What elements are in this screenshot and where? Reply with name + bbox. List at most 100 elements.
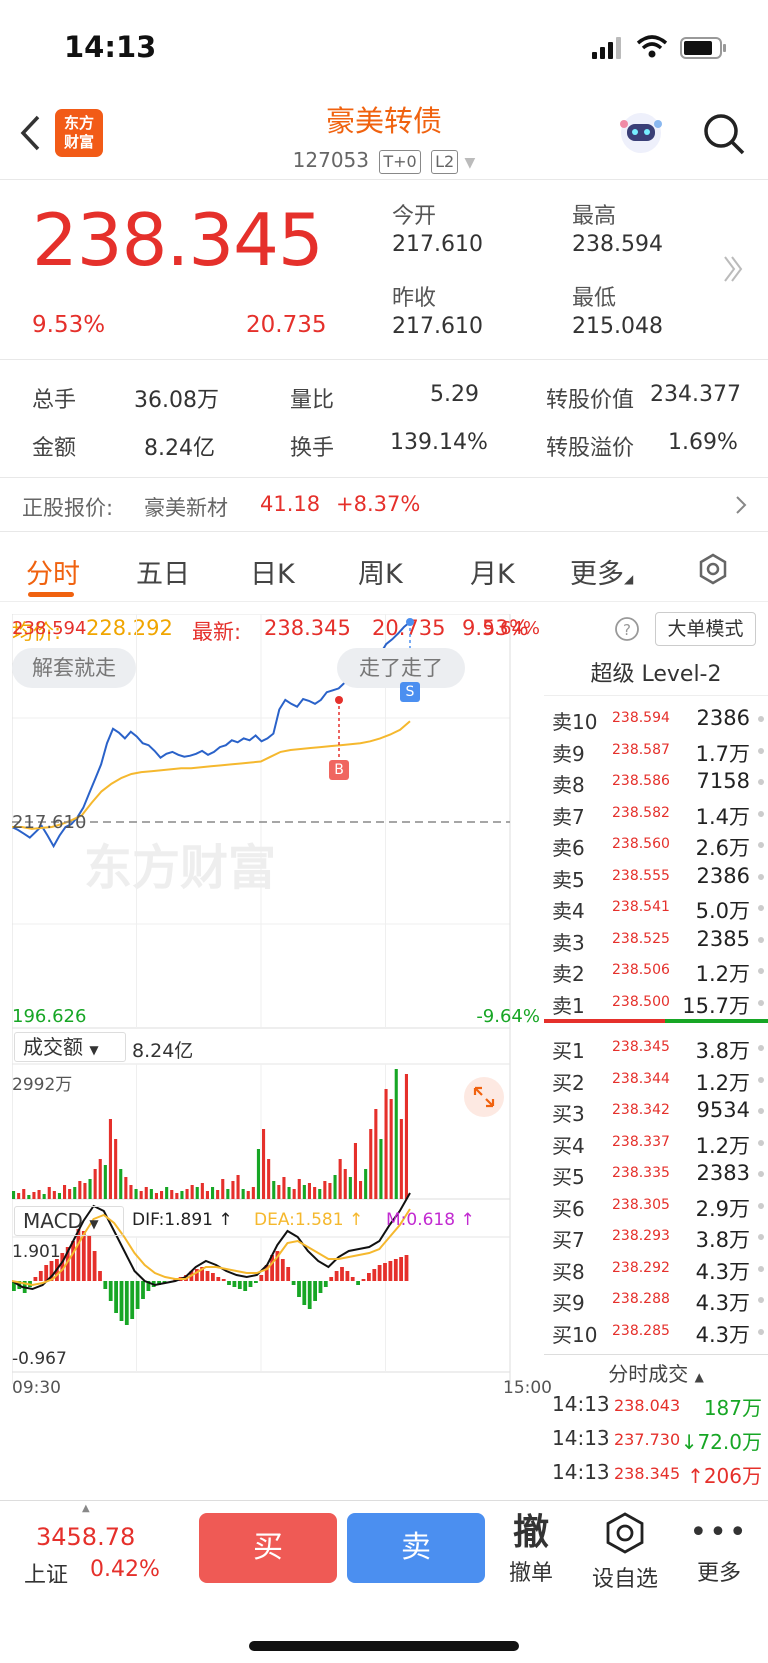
bid-row[interactable]: 买3 238.342 9534 <box>544 1094 768 1126</box>
tab-more[interactable]: 更多◢ <box>570 559 634 590</box>
volume-bar <box>57 1193 61 1199</box>
large-order-mode-button[interactable]: 大单模式 <box>655 612 756 646</box>
ask-price: 238.587 <box>612 741 670 758</box>
macd-bar <box>81 1231 86 1281</box>
comment-bubble-1[interactable]: 解套就走 <box>12 648 136 688</box>
dot-icon <box>758 936 764 943</box>
macd-bar <box>44 1265 49 1281</box>
search-icon[interactable] <box>702 112 746 156</box>
level2-title: 超级 Level-2 <box>544 654 768 696</box>
open-value: 217.610 <box>392 232 483 257</box>
trades-title[interactable]: 分时成交 ▲ <box>608 1362 704 1386</box>
tab-weekly-k[interactable]: 周K <box>358 559 403 590</box>
ask-row[interactable]: 卖7 238.582 1.4万 <box>544 797 768 829</box>
macd-bar <box>286 1267 291 1281</box>
volume-bar <box>379 1139 383 1199</box>
ask-row[interactable]: 卖6 238.560 2.6万 <box>544 828 768 860</box>
bid-row[interactable]: 买8 238.292 4.3万 <box>544 1252 768 1284</box>
bid-row[interactable]: 买5 238.335 2383 <box>544 1157 768 1189</box>
macd-bar <box>297 1281 301 1297</box>
more-button[interactable]: ••• 更多 <box>679 1511 759 1587</box>
underlying-stock-row[interactable]: 正股报价: 豪美新材 41.18 +8.37% <box>0 478 768 532</box>
comment-bubble-2[interactable]: 走了走了 <box>337 648 465 688</box>
bid-row[interactable]: 买2 238.344 1.2万 <box>544 1063 768 1095</box>
volume-ratio-label: 量比 <box>290 388 335 413</box>
wifi-icon <box>636 35 668 58</box>
ask-row[interactable]: 卖2 238.506 1.2万 <box>544 954 768 986</box>
tab-five-day[interactable]: 五日 <box>136 559 190 590</box>
macd-bar <box>399 1257 403 1281</box>
dot-icon <box>758 1234 764 1240</box>
help-icon[interactable]: ? <box>614 616 640 642</box>
ask-row[interactable]: 卖4 238.541 5.0万 <box>544 891 768 923</box>
index-value[interactable]: 3458.78 <box>36 1523 136 1551</box>
ask-row[interactable]: 卖8 238.586 7158 <box>544 765 768 797</box>
stock-price: 41.18 <box>260 492 321 516</box>
volume-bar <box>246 1191 250 1199</box>
signal-icon <box>592 37 621 59</box>
ask-row[interactable]: 卖1 238.500 15.7万 <box>544 986 768 1018</box>
dot-icon <box>758 1076 764 1083</box>
ask-price: 238.582 <box>612 804 670 821</box>
bid-level: 买7 <box>552 1228 585 1252</box>
bid-row[interactable]: 买10 238.285 4.3万 <box>544 1315 768 1347</box>
ask-volume: 1.7万 <box>695 741 750 766</box>
volume-bar <box>338 1159 342 1199</box>
back-arrow-icon[interactable] <box>18 114 42 152</box>
ask-row[interactable]: 卖10 238.594 2386 <box>544 702 768 734</box>
ask-row[interactable]: 卖9 238.587 1.7万 <box>544 734 768 766</box>
volume-bar <box>328 1183 332 1199</box>
macd-indicator-select[interactable]: MACD ▼ <box>14 1206 124 1236</box>
open-label: 今开 <box>392 204 437 229</box>
add-watchlist-button[interactable]: 设自选 <box>585 1511 665 1593</box>
volume-bar <box>404 1074 408 1199</box>
bid-row[interactable]: 买6 238.305 2.9万 <box>544 1189 768 1221</box>
bid-row[interactable]: 买1 238.345 3.8万 <box>544 1031 768 1063</box>
volume-bar <box>369 1129 373 1199</box>
expand-icon[interactable] <box>464 1077 504 1117</box>
tab-monthly-k[interactable]: 月K <box>470 559 515 590</box>
macd-bar <box>114 1281 118 1313</box>
ask-price: 238.500 <box>612 993 670 1010</box>
ask-row[interactable]: 卖3 238.525 2385 <box>544 923 768 955</box>
dea-value: DEA:1.581 ↑ <box>254 1210 364 1230</box>
dot-icon <box>758 842 764 848</box>
dot-icon <box>758 1171 764 1177</box>
volume-indicator-select[interactable]: 成交额 ▼ <box>14 1032 126 1062</box>
chevron-right-icon <box>736 496 747 514</box>
volume-bar <box>108 1119 112 1199</box>
trade-row: 14:13 238.345 ↑206万 <box>552 1458 768 1488</box>
ask-row[interactable]: 卖5 238.555 2386 <box>544 860 768 892</box>
volume-bar <box>313 1187 317 1199</box>
dif-line <box>12 1192 411 1291</box>
volume-bar <box>256 1149 260 1199</box>
settings-gear-icon[interactable] <box>696 552 730 586</box>
bid-price: 238.293 <box>612 1228 670 1244</box>
security-code-row[interactable]: 127053 T+0 L2 ▼ <box>0 148 768 174</box>
bid-row[interactable]: 买9 238.288 4.3万 <box>544 1283 768 1315</box>
tab-intraday[interactable]: 分时 <box>26 559 80 590</box>
buy-marker[interactable]: B <box>329 760 349 780</box>
sell-marker[interactable]: S <box>400 682 420 702</box>
withdraw-button[interactable]: 撤 撤单 <box>491 1511 571 1587</box>
intraday-chart[interactable]: 东方财富 238.594 9.64% 217.610 196.626 -9.64… <box>12 614 552 1492</box>
robot-assistant-icon[interactable] <box>618 110 664 156</box>
macd-bar <box>221 1279 226 1281</box>
volume-bar <box>348 1177 352 1199</box>
volume-bar <box>389 1099 393 1199</box>
pct-axis-bottom: -9.64% <box>476 1006 540 1027</box>
trade-price: 238.043 <box>614 1396 681 1415</box>
bid-volume: 4.3万 <box>695 1322 750 1347</box>
macd-bar <box>248 1281 253 1287</box>
bid-row[interactable]: 买4 238.337 1.2万 <box>544 1126 768 1158</box>
double-chevron-right-icon[interactable] <box>722 254 744 284</box>
sell-button[interactable]: 卖 <box>347 1513 485 1583</box>
macd-bar <box>205 1271 210 1281</box>
buy-button[interactable]: 买 <box>199 1513 337 1583</box>
volume-bar <box>32 1192 36 1199</box>
bid-price: 238.292 <box>612 1259 670 1276</box>
tab-daily-k[interactable]: 日K <box>250 559 295 590</box>
bid-row[interactable]: 买7 238.293 3.8万 <box>544 1220 768 1252</box>
macd-bar <box>302 1281 307 1305</box>
macd-bottom-label: -0.967 <box>12 1349 67 1369</box>
